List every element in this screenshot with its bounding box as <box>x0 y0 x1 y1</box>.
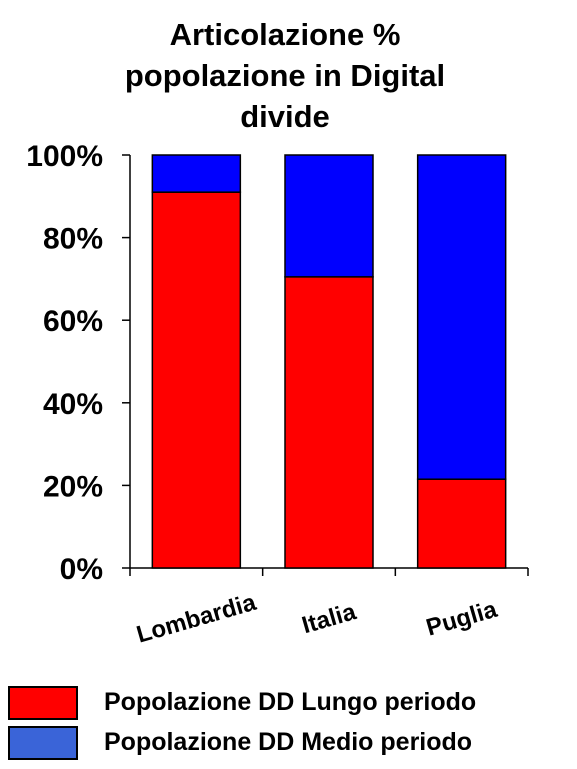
y-tick-label: 40% <box>43 388 103 421</box>
title-line: Articolazione % <box>169 17 401 52</box>
y-tick-label: 80% <box>43 223 103 256</box>
x-category-label: Italia <box>299 598 360 639</box>
title-line: popolazione in Digital <box>124 58 446 93</box>
bar-segment-lungo <box>151 191 242 569</box>
y-tick-label: 60% <box>43 305 103 338</box>
x-category-label: Lombardia <box>134 589 260 649</box>
y-tick-label: 100% <box>26 140 103 173</box>
bar-segment-lungo <box>416 478 507 569</box>
chart-title: Articolazione % popolazione in Digital d… <box>60 14 510 137</box>
bar-segment-lungo <box>284 276 374 569</box>
y-tick-label: 0% <box>60 553 103 586</box>
legend-swatch-medio <box>8 726 78 760</box>
bar-segment-medio <box>416 154 507 480</box>
bars <box>151 154 507 569</box>
legend-label-medio: Popolazione DD Medio periodo <box>104 728 473 756</box>
legend-label-lungo: Popolazione DD Lungo periodo <box>104 688 477 716</box>
bar-segment-medio <box>284 154 374 278</box>
y-tick-label: 20% <box>43 470 103 503</box>
legend-swatch-lungo <box>8 686 78 720</box>
title-line: divide <box>240 99 330 134</box>
bar-segment-medio <box>151 154 242 193</box>
x-category-label: Puglia <box>423 596 500 642</box>
